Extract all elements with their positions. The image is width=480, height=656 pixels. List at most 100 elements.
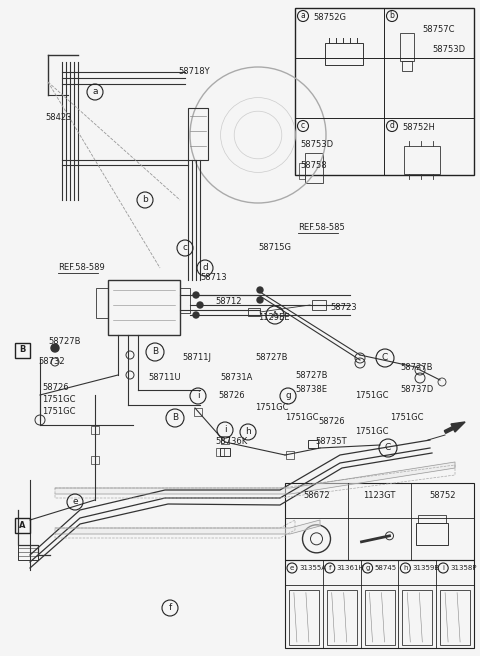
- Text: REF.58-589: REF.58-589: [58, 264, 105, 272]
- Bar: [289, 590, 319, 645]
- Bar: [418, 515, 446, 523]
- Text: 58726: 58726: [42, 384, 69, 392]
- Text: A: A: [272, 310, 278, 319]
- Text: B: B: [172, 413, 178, 422]
- Bar: [220, 448, 230, 456]
- Bar: [180, 288, 190, 313]
- Text: 1751GC: 1751GC: [285, 413, 319, 422]
- Text: 58737D: 58737D: [400, 386, 433, 394]
- Text: B: B: [19, 346, 25, 354]
- Text: h: h: [245, 428, 251, 436]
- Circle shape: [257, 287, 263, 293]
- FancyArrow shape: [444, 422, 465, 434]
- Bar: [18, 545, 38, 560]
- Text: 58423: 58423: [45, 113, 72, 123]
- Text: g: g: [365, 565, 370, 571]
- Text: f: f: [168, 604, 172, 613]
- Text: 1751GC: 1751GC: [390, 413, 423, 422]
- Text: i: i: [224, 426, 226, 434]
- Text: 58672: 58672: [303, 491, 330, 499]
- Text: REF.58-585: REF.58-585: [298, 224, 345, 232]
- Text: 58727B: 58727B: [48, 337, 81, 346]
- Text: h: h: [403, 565, 408, 571]
- Text: 58758: 58758: [300, 161, 326, 169]
- Text: 31355A: 31355A: [299, 565, 326, 571]
- Text: 1751GC: 1751GC: [255, 403, 288, 413]
- Text: e: e: [290, 565, 294, 571]
- Text: 58715G: 58715G: [258, 243, 291, 253]
- Text: 58735T: 58735T: [315, 438, 347, 447]
- Text: a: a: [92, 87, 98, 96]
- Bar: [400, 33, 414, 61]
- Bar: [108, 280, 180, 335]
- Bar: [402, 61, 412, 71]
- Bar: [91, 456, 99, 464]
- Text: 31361H: 31361H: [337, 565, 364, 571]
- Bar: [14, 518, 29, 533]
- Text: 58731A: 58731A: [220, 373, 252, 382]
- Circle shape: [193, 312, 199, 318]
- Bar: [96, 288, 108, 318]
- Text: a: a: [300, 12, 305, 20]
- Bar: [285, 483, 474, 560]
- Text: 58732: 58732: [38, 358, 65, 367]
- Text: i: i: [197, 392, 199, 401]
- Text: 58727B: 58727B: [255, 354, 288, 363]
- Bar: [91, 426, 99, 434]
- Text: 31359B: 31359B: [412, 565, 440, 571]
- Text: 1123GT: 1123GT: [363, 491, 396, 499]
- Text: 58752H: 58752H: [402, 123, 435, 131]
- Text: 58727B: 58727B: [295, 371, 327, 380]
- Bar: [221, 436, 229, 444]
- Text: A: A: [19, 520, 25, 529]
- Text: f: f: [328, 565, 331, 571]
- Bar: [416, 523, 448, 544]
- Text: 58753D: 58753D: [300, 140, 333, 149]
- Bar: [285, 560, 474, 648]
- Bar: [216, 448, 224, 456]
- Text: e: e: [72, 497, 78, 506]
- Bar: [327, 590, 357, 645]
- Text: 31358P: 31358P: [450, 565, 477, 571]
- Text: 58726: 58726: [218, 390, 245, 400]
- Text: 58711J: 58711J: [182, 354, 211, 363]
- Bar: [194, 408, 202, 416]
- Text: c: c: [182, 243, 188, 253]
- Bar: [299, 163, 305, 179]
- Text: d: d: [202, 264, 208, 272]
- Text: 1751GC: 1751GC: [355, 390, 388, 400]
- Circle shape: [193, 292, 199, 298]
- Text: 58736K: 58736K: [215, 438, 247, 447]
- Text: 58753D: 58753D: [432, 45, 465, 54]
- Bar: [188, 108, 208, 160]
- Bar: [325, 43, 363, 65]
- Text: 58757C: 58757C: [422, 26, 455, 35]
- Bar: [295, 8, 474, 175]
- Text: 58726: 58726: [318, 417, 345, 426]
- Text: 1751GC: 1751GC: [355, 428, 388, 436]
- Circle shape: [197, 302, 203, 308]
- Circle shape: [51, 344, 59, 352]
- Bar: [404, 146, 440, 174]
- Bar: [14, 342, 29, 358]
- Bar: [308, 440, 318, 448]
- Text: C: C: [385, 443, 391, 453]
- Text: 58711U: 58711U: [148, 373, 180, 382]
- Text: 1751GC: 1751GC: [42, 407, 75, 417]
- Text: 1751GC: 1751GC: [42, 396, 75, 405]
- Bar: [440, 590, 470, 645]
- Text: i: i: [442, 565, 444, 571]
- Polygon shape: [55, 520, 320, 534]
- Bar: [402, 590, 432, 645]
- Bar: [286, 451, 294, 459]
- Bar: [305, 153, 323, 183]
- Text: g: g: [285, 392, 291, 401]
- Text: B: B: [152, 348, 158, 356]
- Text: b: b: [142, 195, 148, 205]
- Text: c: c: [301, 121, 305, 131]
- Text: 58745: 58745: [374, 565, 397, 571]
- Circle shape: [257, 297, 263, 303]
- Text: 1129EE: 1129EE: [258, 314, 289, 323]
- Text: 58718Y: 58718Y: [178, 68, 210, 77]
- Bar: [312, 300, 326, 310]
